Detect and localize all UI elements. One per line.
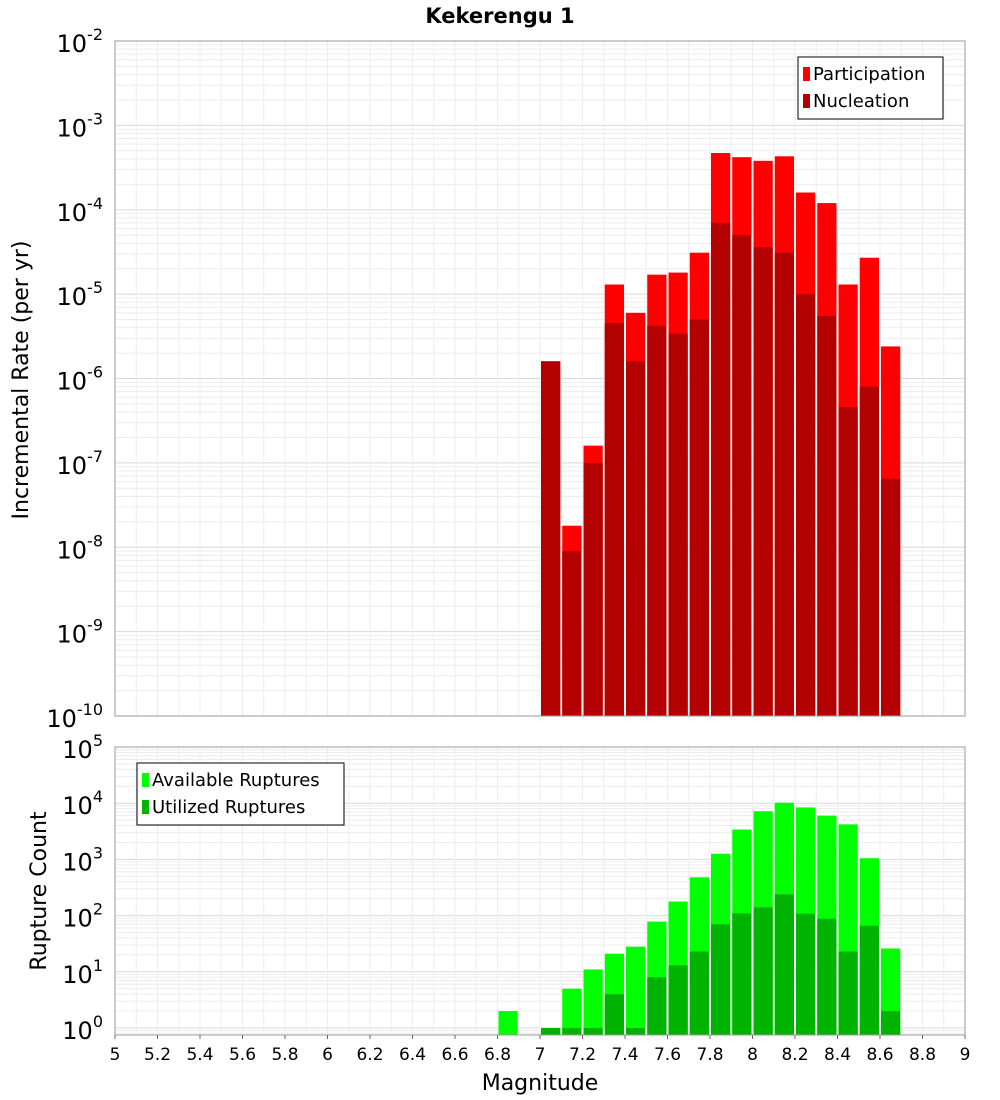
legend-label: Participation xyxy=(813,64,925,85)
top-y-tick-label: 10-8 xyxy=(57,531,104,564)
top-legend: Participation Nucleation xyxy=(797,56,944,120)
nucleation-bar xyxy=(583,462,603,716)
legend-swatch xyxy=(803,94,810,108)
top-y-tick-label: 10-7 xyxy=(57,447,104,480)
nucleation-bar xyxy=(753,247,773,716)
x-tick-label: 6.6 xyxy=(441,1045,468,1065)
available-ruptures-bar xyxy=(583,969,603,1035)
bottom-legend: Available Ruptures Utilized Ruptures xyxy=(136,762,345,826)
utilized-ruptures-bar xyxy=(689,951,709,1035)
bottom-y-tick-label: 102 xyxy=(62,900,103,933)
utilized-ruptures-bar xyxy=(774,894,794,1035)
utilized-ruptures-bar xyxy=(647,977,667,1035)
utilized-ruptures-bar xyxy=(859,925,879,1035)
x-tick-label: 6.8 xyxy=(484,1045,511,1065)
utilized-ruptures-bar xyxy=(753,907,773,1035)
nucleation-bar xyxy=(711,222,731,716)
bottom-y-tick-label: 105 xyxy=(62,731,103,764)
x-tick-label: 5.8 xyxy=(271,1045,298,1065)
bottom-y-tick-label: 103 xyxy=(62,843,103,876)
bottom-y-axis-label: Rupture Count xyxy=(27,811,52,971)
x-tick-label: 8 xyxy=(747,1045,758,1065)
x-tick-label: 6 xyxy=(322,1045,333,1065)
nucleation-bar xyxy=(881,478,901,716)
nucleation-bar xyxy=(838,406,858,716)
top-y-tick-label: 10-2 xyxy=(57,25,104,58)
utilized-ruptures-bar xyxy=(817,918,837,1035)
nucleation-bar xyxy=(647,325,667,716)
nucleation-bar xyxy=(732,235,752,716)
bottom-y-tick-label: 100 xyxy=(62,1012,103,1045)
nucleation-bar xyxy=(562,551,582,716)
top-legend-box xyxy=(797,56,944,120)
nucleation-bar xyxy=(774,252,794,716)
utilized-ruptures-bar xyxy=(583,1027,603,1035)
nucleation-bar xyxy=(817,316,837,716)
x-tick-label: 8.2 xyxy=(781,1045,808,1065)
top-panel: 10-10 10-9 10-8 10-7 10-6 10-5 10-4 10-3 10-2 Par… xyxy=(46,25,966,733)
nucleation-bar xyxy=(541,361,561,716)
nucleation-bar xyxy=(859,386,879,716)
available-ruptures-bar xyxy=(626,946,646,1035)
x-tick-label: 7 xyxy=(535,1045,546,1065)
bottom-legend-box xyxy=(136,762,345,826)
available-ruptures-bar xyxy=(498,1011,518,1035)
x-tick-label: 5.4 xyxy=(186,1045,213,1065)
legend-label: Nucleation xyxy=(813,91,909,112)
x-tick-label: 8.4 xyxy=(824,1045,851,1065)
x-tick-label: 8.8 xyxy=(909,1045,936,1065)
top-y-tick-label: 10-4 xyxy=(57,194,104,227)
bottom-bars xyxy=(498,802,901,1035)
utilized-ruptures-bar xyxy=(732,913,752,1035)
x-axis-label: Magnitude xyxy=(482,1071,599,1096)
top-plot-frame xyxy=(114,40,966,717)
legend-swatch xyxy=(803,67,810,81)
utilized-ruptures-bar xyxy=(668,965,688,1035)
utilized-ruptures-bar xyxy=(626,1027,646,1035)
top-y-tick-label: 10-6 xyxy=(57,363,104,396)
top-bars xyxy=(541,153,901,717)
x-tick-label: 7.4 xyxy=(611,1045,638,1065)
legend-swatch xyxy=(142,773,149,787)
nucleation-bar xyxy=(668,333,688,716)
top-y-tick-label: 10-10 xyxy=(46,700,103,733)
bottom-panel: 100 101 102 103 104 105 5 5.2 5.4 5.6 5.8 6 6.2 6.4 6.… xyxy=(62,731,970,1065)
nucleation-bar xyxy=(796,294,816,716)
available-ruptures-bar xyxy=(562,988,582,1035)
utilized-ruptures-bar xyxy=(796,913,816,1035)
top-grid xyxy=(114,41,966,717)
x-tick-label: 5.2 xyxy=(144,1045,171,1065)
chart-title: Kekerengu 1 xyxy=(425,4,574,28)
nucleation-bar xyxy=(689,319,709,716)
x-tick-label: 5.6 xyxy=(229,1045,256,1065)
nucleation-bar xyxy=(626,361,646,716)
bottom-y-tick-label: 104 xyxy=(62,787,103,820)
utilized-ruptures-bar xyxy=(541,1027,561,1035)
x-tick-label: 7.8 xyxy=(696,1045,723,1065)
nucleation-bar xyxy=(604,323,624,716)
utilized-ruptures-bar xyxy=(711,924,731,1035)
bottom-y-tick-label: 101 xyxy=(62,956,103,989)
top-y-tick-label: 10-3 xyxy=(57,109,104,142)
x-tick-label: 6.2 xyxy=(356,1045,383,1065)
x-tick-label: 9 xyxy=(960,1045,971,1065)
legend-swatch xyxy=(142,800,149,814)
x-tick-label: 7.6 xyxy=(654,1045,681,1065)
utilized-ruptures-bar xyxy=(604,994,624,1035)
top-y-axis-label: Incremental Rate (per yr) xyxy=(9,241,34,520)
utilized-ruptures-bar xyxy=(838,951,858,1035)
utilized-ruptures-bar xyxy=(562,1027,582,1035)
x-tick-label: 8.6 xyxy=(866,1045,893,1065)
x-tick-label: 7.2 xyxy=(569,1045,596,1065)
legend-label: Available Ruptures xyxy=(152,770,320,791)
top-y-tick-label: 10-9 xyxy=(57,616,104,649)
top-y-tick-label: 10-5 xyxy=(57,278,104,311)
x-tick-label: 5 xyxy=(110,1045,121,1065)
utilized-ruptures-bar xyxy=(881,1011,901,1035)
legend-label: Utilized Ruptures xyxy=(152,797,305,818)
x-tick-label: 6.4 xyxy=(399,1045,426,1065)
